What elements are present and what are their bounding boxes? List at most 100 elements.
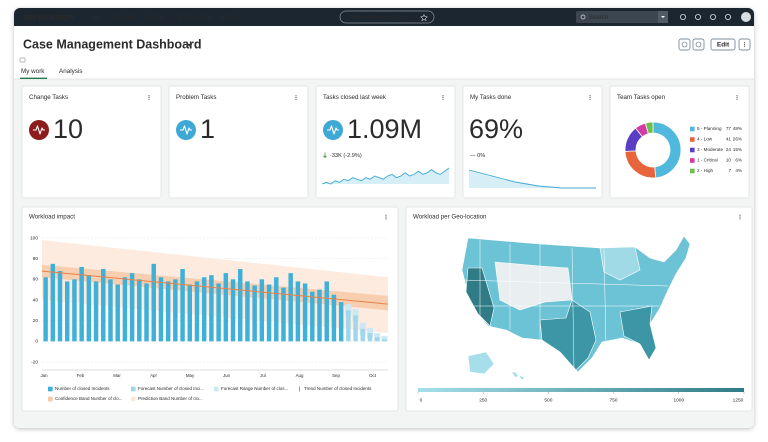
legend-count: 10	[726, 158, 732, 163]
bar	[259, 279, 265, 342]
bar	[252, 285, 257, 342]
tab[interactable]: My work	[21, 68, 45, 75]
x-tick-label: Aug	[296, 373, 304, 378]
context-pill[interactable]	[339, 10, 435, 24]
menu-dot	[589, 98, 591, 100]
menu-dot	[442, 95, 444, 97]
state-border	[603, 249, 607, 347]
bar	[288, 273, 293, 342]
legend-swatch	[48, 396, 53, 402]
card	[315, 85, 456, 199]
legend-label: 5 - Planning	[697, 126, 722, 131]
bar	[64, 281, 70, 342]
card-title: My Tasks done	[470, 94, 512, 101]
nav-icon[interactable]	[680, 13, 687, 20]
legend-swatch	[690, 126, 695, 132]
legend-count: 77	[726, 126, 732, 131]
icon-button[interactable]	[692, 38, 705, 51]
card	[462, 85, 603, 199]
icon-button[interactable]	[678, 38, 691, 51]
bar	[374, 337, 380, 342]
legend-percent: 48%	[733, 126, 742, 131]
menu-dot	[148, 96, 150, 99]
sparkline	[321, 167, 450, 185]
map-region	[494, 261, 573, 311]
bar	[360, 328, 366, 342]
legend-swatch	[131, 386, 136, 392]
bar	[137, 279, 142, 342]
state-border	[461, 279, 669, 287]
avatar[interactable]	[741, 12, 751, 22]
bar	[230, 279, 236, 342]
scale-label: 750	[610, 397, 618, 403]
bar	[367, 333, 373, 342]
content: servicenow All Favorites History Workspaces A…	[19, 10, 753, 412]
nav-icon[interactable]	[710, 13, 717, 20]
nav-item[interactable]: Admin	[221, 14, 239, 21]
kpi-icon-glyph	[33, 125, 45, 135]
legend-label: 2 - High	[697, 168, 714, 173]
nav-item[interactable]: Favorites	[112, 14, 137, 21]
bar	[79, 266, 84, 342]
scale-label: 250	[479, 397, 487, 403]
legend-percent: 6%	[735, 158, 742, 163]
menu-dot	[589, 96, 591, 99]
y-tick-label: 60	[33, 277, 39, 283]
card-title: Tasks closed last week	[323, 94, 387, 101]
nav-icon[interactable]	[725, 13, 732, 20]
legend-label: 4 - Low	[697, 137, 713, 142]
search-box[interactable]	[576, 11, 668, 23]
y-tick-label: 100	[30, 235, 38, 241]
scale-label: 500	[544, 397, 552, 403]
kpi-value: 10	[53, 114, 83, 144]
legend-swatch	[214, 386, 219, 392]
title-caret[interactable]	[187, 44, 192, 47]
legend-label: 1 - Critical	[697, 158, 718, 163]
header-bar	[14, 26, 754, 62]
legend-count: 7	[728, 168, 731, 173]
kpi-icon-glyph	[180, 125, 192, 135]
bar	[194, 281, 200, 342]
kpi-change: -33K (-2.9%)	[330, 153, 362, 159]
alaska	[467, 351, 495, 375]
nav-item[interactable]: History	[146, 14, 166, 21]
legend-label: Prediction Band Number of clo...	[138, 396, 203, 401]
legend-swatch	[690, 158, 695, 163]
legend-percent: 4%	[735, 168, 742, 173]
menu-dot	[385, 216, 387, 218]
kpi-value: 1.09M	[347, 114, 422, 144]
bar	[158, 277, 164, 342]
bar	[122, 277, 128, 342]
legend-label: Forecast Number of closed Inci...	[138, 386, 204, 391]
menu-dot	[743, 43, 746, 46]
bar	[165, 281, 171, 342]
menu-dot	[295, 98, 297, 100]
star-icon	[420, 13, 428, 22]
nav-item[interactable]: All	[93, 14, 100, 21]
bar	[43, 277, 48, 342]
menu-dot	[442, 96, 444, 99]
nav-icon[interactable]	[695, 13, 702, 20]
sparkline-area	[469, 170, 596, 188]
x-tick-label: Jan	[40, 373, 48, 378]
bar	[302, 283, 308, 342]
menu-dot	[295, 95, 297, 97]
search-placeholder: Search	[589, 15, 608, 21]
legend-swatch	[48, 386, 53, 392]
tab[interactable]: Analysis	[59, 68, 82, 75]
nav-item[interactable]: Workspaces	[178, 14, 212, 21]
x-tick-label: May	[186, 373, 195, 378]
card-title: Problem Tasks	[176, 94, 216, 101]
bar	[331, 294, 337, 342]
hawaii	[512, 372, 524, 379]
edit-button[interactable]	[710, 38, 736, 51]
y-tick-label: 0	[35, 339, 38, 345]
bar	[57, 271, 63, 342]
bar	[382, 339, 387, 342]
legend-label: 3 - Moderate	[697, 147, 723, 152]
x-tick-label: Apr	[150, 373, 157, 378]
bar	[245, 281, 250, 342]
legend-swatch	[690, 147, 695, 153]
bar	[101, 269, 106, 342]
